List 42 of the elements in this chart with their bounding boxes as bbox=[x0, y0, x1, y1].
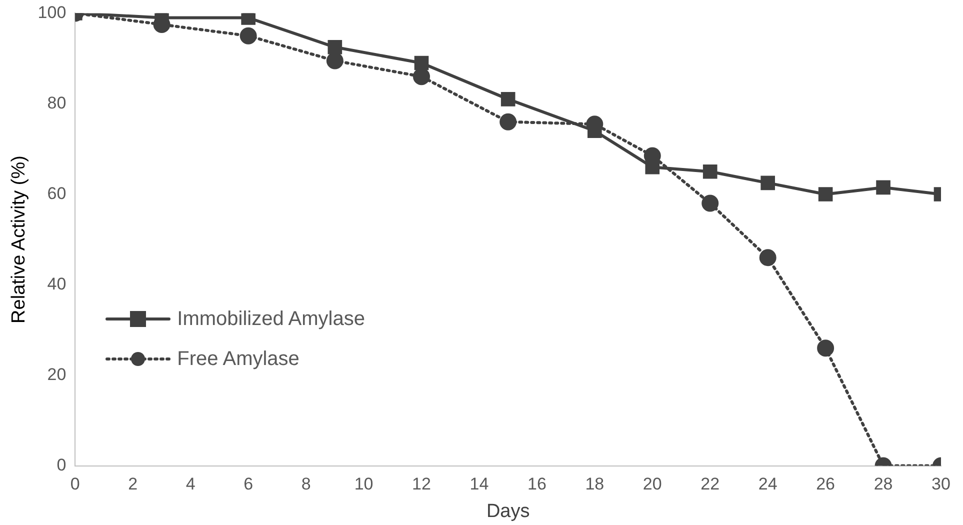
x-tick-label: 20 bbox=[642, 474, 662, 494]
x-tick-label: 14 bbox=[470, 474, 489, 494]
x-tick-label: 30 bbox=[932, 474, 950, 494]
x-tick-label: 26 bbox=[816, 474, 836, 494]
point bbox=[240, 27, 257, 44]
point bbox=[645, 160, 660, 174]
point bbox=[414, 56, 429, 70]
x-tick-label: 10 bbox=[354, 474, 374, 494]
y-axis-title: Relative Activity (%) bbox=[8, 156, 30, 324]
point bbox=[326, 52, 344, 70]
y-tick-label: 60 bbox=[47, 184, 66, 203]
x-tick-label: 12 bbox=[412, 474, 431, 494]
legend-label: Immobilized Amylase bbox=[177, 308, 365, 331]
legend-label: Free Amylase bbox=[177, 348, 300, 371]
point bbox=[760, 176, 775, 190]
x-tick-label: 24 bbox=[758, 474, 778, 494]
x-tick-label: 18 bbox=[585, 474, 604, 494]
point bbox=[241, 13, 256, 25]
y-tick-label: 40 bbox=[47, 274, 66, 294]
y-tick-label: 80 bbox=[47, 93, 66, 112]
point bbox=[500, 92, 516, 106]
point bbox=[500, 113, 517, 130]
point bbox=[702, 194, 719, 212]
point bbox=[328, 40, 342, 54]
x-tick-label: 16 bbox=[527, 474, 546, 494]
y-tick-label: 0 bbox=[56, 455, 66, 474]
x-tick-label: 4 bbox=[186, 474, 196, 494]
point bbox=[702, 164, 718, 179]
x-tick-label: 8 bbox=[301, 474, 311, 494]
point bbox=[759, 249, 776, 266]
x-tick-label: 28 bbox=[874, 474, 893, 494]
x-tick-label: 2 bbox=[128, 474, 138, 494]
x-tick-label: 22 bbox=[700, 474, 720, 494]
x-axis-title: Days bbox=[486, 500, 530, 522]
y-tick-label: 100 bbox=[38, 2, 66, 22]
x-tick-label: 6 bbox=[244, 474, 254, 494]
point bbox=[413, 68, 430, 86]
point bbox=[876, 180, 890, 195]
y-tick-label: 20 bbox=[47, 364, 66, 384]
point bbox=[818, 187, 833, 202]
point bbox=[817, 340, 834, 357]
x-tick-label: 0 bbox=[70, 474, 80, 494]
